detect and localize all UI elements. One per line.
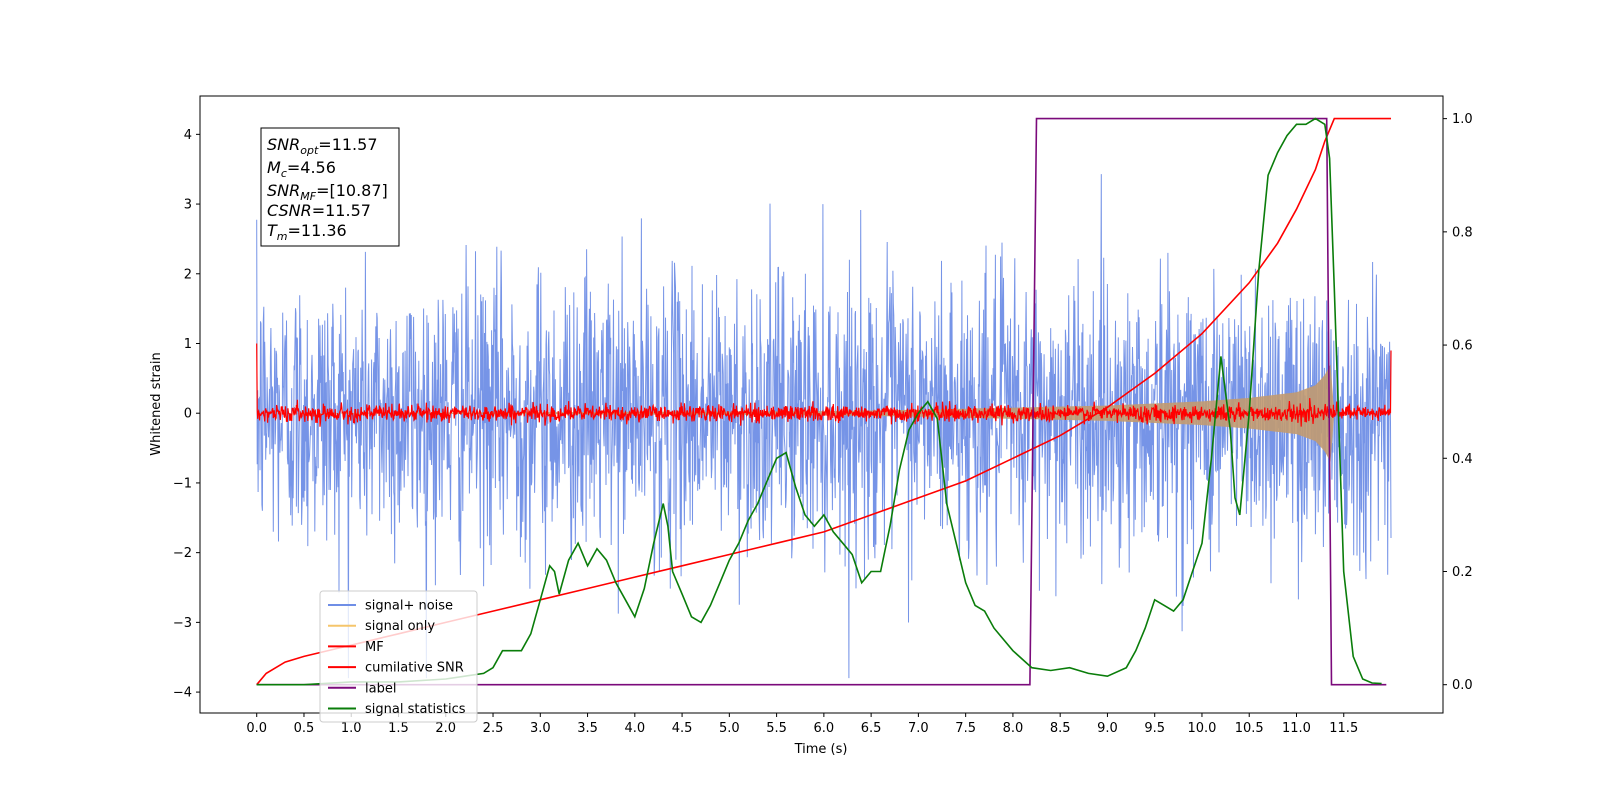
x-tick-label: 1.5	[388, 721, 409, 736]
x-tick-label: 10.5	[1235, 721, 1264, 736]
x-tick-label: 7.0	[908, 721, 929, 736]
x-axis: 0.0 0.5 1.0 1.5 2.0 2.5 3.0 3.5 4.0 4.5 5.0 5.5 6.0 6…	[246, 713, 1358, 736]
legend-label: signal only	[365, 619, 435, 634]
right-y-tick-label: 0.8	[1452, 225, 1473, 240]
x-tick-label: 8.0	[1003, 721, 1024, 736]
right-y-axis: 1.0 0.8 0.6 0.4 0.2 0.0	[1443, 112, 1473, 693]
left-y-tick-label: −2	[173, 546, 192, 561]
legend-label: cumilative SNR	[365, 661, 464, 676]
x-tick-label: 11.0	[1282, 721, 1311, 736]
left-y-axis: 4 3 2 1 0 −1 −2 −3 −4	[173, 128, 200, 701]
x-tick-label: 9.5	[1144, 721, 1165, 736]
x-tick-label: 11.5	[1329, 721, 1358, 736]
x-tick-label: 5.5	[766, 721, 787, 736]
legend-label: signal+ noise	[365, 599, 453, 614]
right-y-tick-label: 0.0	[1452, 678, 1473, 693]
legend: signal+ noise signal only MF cumilative SNR…	[319, 590, 478, 723]
x-tick-label: 6.5	[861, 721, 882, 736]
info-mc: Mc=4.56	[267, 158, 336, 180]
right-y-tick-label: 0.2	[1452, 565, 1473, 580]
mf-series	[256, 343, 1392, 427]
y-axis-label: Whitened strain	[149, 352, 164, 455]
x-tick-label: 1.0	[341, 721, 362, 736]
signal-noise-line	[256, 174, 1392, 679]
right-y-tick-label: 0.4	[1452, 452, 1473, 467]
x-tick-label: 5.0	[719, 721, 740, 736]
legend-frame	[319, 590, 478, 723]
info-snr-opt: SNRopt=11.57	[267, 135, 378, 157]
info-csnr: CSNR=11.57	[267, 201, 371, 220]
signal-statistics-line	[256, 117, 1382, 686]
mf-line	[256, 343, 1392, 427]
x-tick-label: 6.0	[814, 721, 835, 736]
left-y-tick-label: 0	[184, 407, 192, 422]
x-tick-label: 2.5	[483, 721, 504, 736]
x-tick-label: 3.5	[577, 721, 598, 736]
info-box: SNRopt=11.57 Mc=4.56 SNRMF=[10.87] CSNR=…	[260, 127, 400, 247]
x-tick-label: 0.5	[294, 721, 315, 736]
x-tick-label: 9.0	[1097, 721, 1118, 736]
left-y-tick-label: −1	[173, 476, 192, 491]
left-y-tick-label: −4	[173, 686, 192, 701]
x-tick-label: 8.5	[1050, 721, 1071, 736]
x-tick-label: 4.0	[624, 721, 645, 736]
legend-label: MF	[365, 640, 384, 655]
x-tick-label: 10.0	[1187, 721, 1216, 736]
x-tick-label: 0.0	[246, 721, 267, 736]
x-tick-label: 7.5	[955, 721, 976, 736]
plot-frame	[199, 95, 1444, 714]
label-line	[256, 117, 1387, 686]
right-y-tick-label: 1.0	[1452, 112, 1473, 127]
legend-label: label	[365, 681, 396, 696]
info-tm: Tm=11.36	[267, 221, 347, 243]
legend-label: signal statistics	[365, 702, 466, 717]
signal-noise-series	[256, 174, 1392, 679]
left-y-tick-label: 3	[184, 198, 192, 213]
x-tick-label: 3.0	[530, 721, 551, 736]
left-y-tick-label: 1	[184, 337, 192, 352]
info-snr-mf: SNRMF=[10.87]	[267, 181, 388, 203]
info-box-frame	[260, 127, 400, 247]
left-y-tick-label: −3	[173, 616, 192, 631]
x-tick-label: 2.0	[435, 721, 456, 736]
left-y-tick-label: 4	[184, 128, 192, 143]
left-y-tick-label: 2	[184, 267, 192, 282]
x-axis-label: Time (s)	[794, 742, 848, 757]
x-tick-label: 4.5	[672, 721, 693, 736]
right-y-tick-label: 0.6	[1452, 339, 1473, 354]
